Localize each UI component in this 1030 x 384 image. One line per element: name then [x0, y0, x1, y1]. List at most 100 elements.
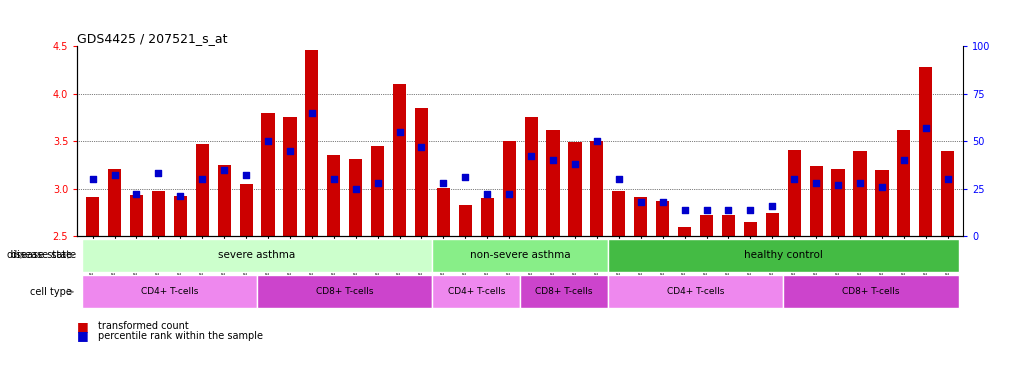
Point — [194, 176, 210, 182]
Point — [808, 180, 824, 186]
Point — [545, 157, 561, 163]
Bar — [608, 275, 783, 308]
Text: non-severe asthma: non-severe asthma — [470, 250, 571, 260]
Bar — [217, 165, 231, 236]
Text: CD4+ T-cells: CD4+ T-cells — [448, 287, 505, 296]
Point — [304, 109, 320, 116]
Bar — [854, 151, 866, 236]
Text: CD8+ T-cells: CD8+ T-cells — [316, 287, 374, 296]
Bar — [481, 198, 493, 236]
Point — [150, 170, 167, 177]
Point — [281, 147, 298, 154]
Point — [632, 199, 649, 205]
Bar — [433, 275, 520, 308]
Bar — [503, 141, 516, 236]
Point — [457, 174, 474, 180]
Point — [106, 172, 123, 179]
Point — [260, 138, 276, 144]
Text: disease state: disease state — [7, 250, 72, 260]
Point — [479, 191, 495, 197]
Point — [654, 199, 671, 205]
Point — [391, 129, 408, 135]
Bar — [700, 215, 713, 236]
Bar — [108, 169, 122, 236]
Point — [172, 193, 188, 199]
Bar — [831, 169, 845, 236]
Bar — [656, 201, 670, 236]
Text: ■: ■ — [77, 329, 89, 343]
Bar — [634, 197, 647, 236]
Point — [435, 180, 451, 186]
Bar — [262, 113, 275, 236]
Bar — [437, 188, 450, 236]
Bar — [328, 156, 340, 236]
Point — [720, 207, 736, 213]
Bar — [81, 275, 258, 308]
Bar — [722, 215, 735, 236]
Bar — [569, 142, 582, 236]
Point — [677, 207, 693, 213]
Text: CD8+ T-cells: CD8+ T-cells — [843, 287, 900, 296]
Bar — [810, 166, 823, 236]
Point — [743, 207, 759, 213]
Text: disease state: disease state — [11, 250, 76, 260]
Text: percentile rank within the sample: percentile rank within the sample — [98, 331, 263, 341]
Point — [873, 184, 890, 190]
Text: cell type: cell type — [30, 287, 72, 297]
Text: transformed count: transformed count — [98, 321, 188, 331]
Bar — [765, 214, 779, 236]
Bar — [240, 184, 252, 236]
Point — [918, 125, 934, 131]
Bar — [371, 146, 384, 236]
Text: CD4+ T-cells: CD4+ T-cells — [666, 287, 724, 296]
Bar — [590, 141, 604, 236]
Bar — [433, 239, 608, 272]
Bar — [305, 50, 318, 236]
Text: CD8+ T-cells: CD8+ T-cells — [536, 287, 592, 296]
Point — [830, 182, 847, 188]
Bar — [788, 150, 800, 236]
Text: GDS4425 / 207521_s_at: GDS4425 / 207521_s_at — [77, 32, 228, 45]
Point — [611, 176, 627, 182]
Point — [84, 176, 101, 182]
Text: ■: ■ — [77, 320, 89, 333]
Point — [786, 176, 802, 182]
Bar — [524, 118, 538, 236]
Point — [698, 207, 715, 213]
Point — [347, 185, 364, 192]
Bar — [458, 205, 472, 236]
Text: CD4+ T-cells: CD4+ T-cells — [141, 287, 198, 296]
Bar — [897, 130, 911, 236]
Point — [852, 180, 868, 186]
Bar — [349, 159, 363, 236]
Bar — [876, 170, 889, 236]
Text: severe asthma: severe asthma — [218, 250, 296, 260]
Bar — [415, 108, 428, 236]
Point — [896, 157, 913, 163]
Point — [764, 203, 781, 209]
Bar — [151, 192, 165, 236]
Point — [939, 176, 956, 182]
Point — [589, 138, 606, 144]
Text: healthy control: healthy control — [744, 250, 823, 260]
Bar — [744, 222, 757, 236]
Bar — [612, 192, 625, 236]
Bar — [174, 196, 186, 236]
Bar — [81, 239, 433, 272]
Point — [128, 191, 144, 197]
Bar — [941, 151, 954, 236]
Bar — [678, 227, 691, 236]
Bar — [608, 239, 959, 272]
Point — [325, 176, 342, 182]
Bar — [196, 144, 209, 236]
Bar — [130, 195, 143, 236]
Bar — [783, 275, 959, 308]
Bar — [87, 197, 99, 236]
Bar — [283, 118, 297, 236]
Bar — [547, 130, 559, 236]
Point — [238, 172, 254, 179]
Bar — [919, 67, 932, 236]
Point — [501, 191, 517, 197]
Point — [523, 153, 540, 159]
Bar — [520, 275, 608, 308]
